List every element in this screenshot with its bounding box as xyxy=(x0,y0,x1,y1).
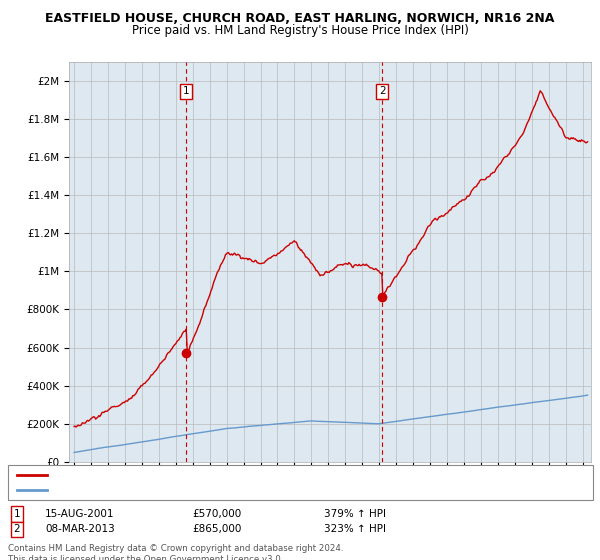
Text: 08-MAR-2013: 08-MAR-2013 xyxy=(45,524,115,534)
Text: 1: 1 xyxy=(13,509,20,519)
Text: HPI: Average price, detached house, Breckland: HPI: Average price, detached house, Brec… xyxy=(53,485,283,495)
Text: 2: 2 xyxy=(13,524,20,534)
Text: EASTFIELD HOUSE, CHURCH ROAD, EAST HARLING, NORWICH, NR16 2NA (detached hou: EASTFIELD HOUSE, CHURCH ROAD, EAST HARLI… xyxy=(53,469,485,479)
Text: Price paid vs. HM Land Registry's House Price Index (HPI): Price paid vs. HM Land Registry's House … xyxy=(131,24,469,36)
Text: EASTFIELD HOUSE, CHURCH ROAD, EAST HARLING, NORWICH, NR16 2NA: EASTFIELD HOUSE, CHURCH ROAD, EAST HARLI… xyxy=(46,12,554,25)
Text: 1: 1 xyxy=(183,86,190,96)
Text: 323% ↑ HPI: 323% ↑ HPI xyxy=(324,524,386,534)
Text: 2: 2 xyxy=(379,86,386,96)
Text: 15-AUG-2001: 15-AUG-2001 xyxy=(45,509,115,519)
Text: 379% ↑ HPI: 379% ↑ HPI xyxy=(324,509,386,519)
Text: £865,000: £865,000 xyxy=(192,524,241,534)
Text: £570,000: £570,000 xyxy=(192,509,241,519)
Text: Contains HM Land Registry data © Crown copyright and database right 2024.
This d: Contains HM Land Registry data © Crown c… xyxy=(8,544,343,560)
